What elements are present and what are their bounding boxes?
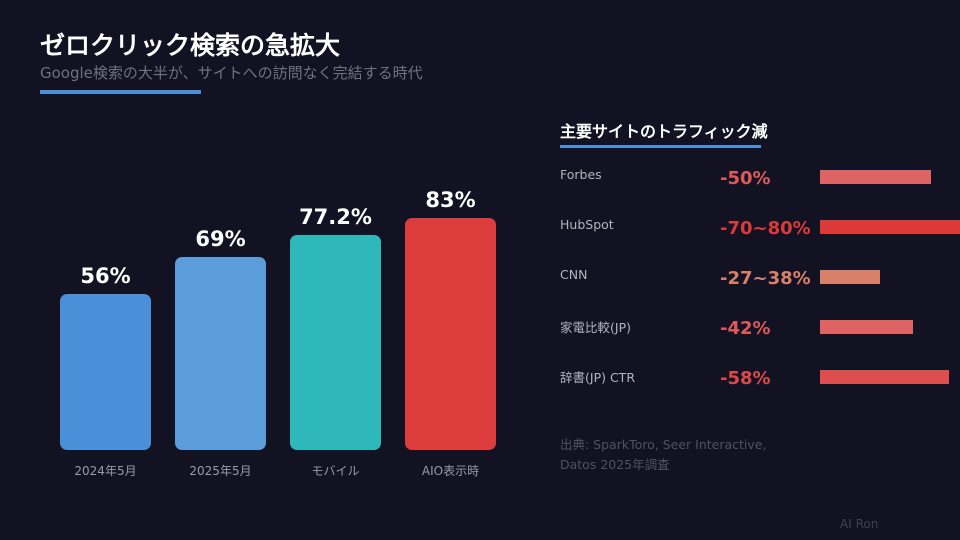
site-name: 家電比較(JP) — [560, 320, 631, 335]
traffic-drop-value: -27~38% — [720, 268, 811, 289]
traffic-drop-underline — [560, 145, 761, 148]
zero-click-bar-chart: 56% 2024年5月 69% 2025年5月 77.2% モバイル 83% AIO表示時 — [60, 188, 496, 478]
bar-1 — [175, 257, 266, 450]
bar-value-label: 69% — [195, 227, 246, 252]
traffic-drop-bar — [820, 370, 949, 384]
bar-category-label: 2025年5月 — [189, 464, 252, 478]
traffic-drop-bar — [820, 220, 960, 234]
traffic-drop-bar — [820, 270, 880, 284]
bar-0 — [60, 293, 151, 450]
page-subtitle: Google検索の大半が、サイトへの訪問なく完結する時代 — [40, 64, 423, 82]
page-title: ゼロクリック検索の急拡大 — [40, 31, 341, 60]
site-name: CNN — [560, 267, 588, 282]
bar-value-label: 77.2% — [299, 204, 372, 229]
bar-category-label: モバイル — [311, 464, 360, 478]
bar-value-label: 83% — [425, 188, 476, 213]
bar-2 — [290, 234, 381, 450]
traffic-drop-bar — [820, 170, 931, 184]
site-name: HubSpot — [560, 217, 614, 232]
bar-category-label: 2024年5月 — [74, 464, 137, 478]
source-line-2: Datos 2025年調査 — [560, 457, 670, 472]
traffic-drop-value: -70~80% — [720, 218, 811, 239]
credit-watermark: AI Ron — [840, 517, 879, 531]
traffic-drop-title: 主要サイトのトラフィック減 — [560, 122, 768, 141]
bar-3 — [405, 218, 496, 450]
site-name: 辞書(JP) CTR — [560, 370, 636, 385]
title-underline — [40, 90, 201, 94]
bar-value-label: 56% — [80, 263, 131, 288]
traffic-drop-bar — [820, 320, 914, 334]
bar-category-label: AIO表示時 — [421, 464, 480, 478]
traffic-drop-value: -42% — [720, 318, 771, 339]
traffic-drop-value: -50% — [720, 168, 771, 189]
source-note: 出典: SparkToro, Seer Interactive, Datos 2… — [560, 435, 766, 475]
site-name: Forbes — [560, 167, 602, 182]
traffic-drop-value: -58% — [720, 368, 771, 389]
source-line-1: 出典: SparkToro, Seer Interactive, — [560, 437, 767, 452]
